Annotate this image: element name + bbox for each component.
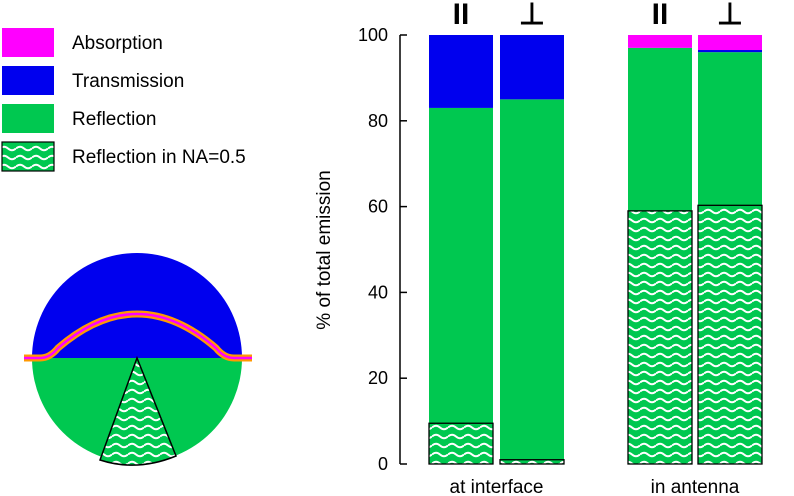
legend-swatch-reflection_na — [1, 141, 55, 172]
y-tick-label: 0 — [378, 454, 388, 474]
category-label: at interface — [450, 477, 544, 496]
antenna-outline-magenta — [24, 312, 252, 360]
bar-segment-reflection-na — [697, 204, 763, 465]
legend: Absorption Transmission Reflection Reflecti… — [1, 28, 246, 172]
polarization-label: II — [453, 0, 470, 31]
emission-schematic — [24, 253, 252, 466]
category-label: in antenna — [651, 477, 740, 496]
y-tick-label: 20 — [368, 368, 388, 388]
bar-segment-transmission — [500, 35, 564, 100]
legend-label-absorption: Absorption — [72, 33, 163, 54]
bar-segment-absorption — [628, 35, 692, 48]
legend-swatch-reflection — [2, 104, 54, 133]
bar-segment-absorption — [698, 35, 762, 51]
bar-segment-reflection — [628, 47, 692, 211]
legend-swatch-absorption — [2, 28, 54, 57]
y-tick-label: 80 — [368, 111, 388, 131]
stacked-bar-chart: 0 20 40 60 80 100 % of total emission II ⊥ at i… — [314, 0, 763, 496]
bar-segment-transmission — [429, 35, 493, 108]
y-tick-label: 60 — [368, 197, 388, 217]
bar-segment-reflection-na — [428, 422, 494, 465]
legend-label-reflection: Reflection — [72, 109, 157, 130]
legend-swatch-transmission — [2, 66, 54, 95]
bar-segment-transmission — [698, 50, 762, 53]
y-tick-label: 40 — [368, 282, 388, 302]
y-tick-label: 100 — [358, 25, 388, 45]
y-axis-title: % of total emission — [314, 170, 335, 329]
y-axis: 0 20 40 60 80 100 — [358, 25, 407, 474]
polarization-label: ⊥ — [717, 0, 743, 31]
legend-label-reflection_na: Reflection in NA=0.5 — [72, 147, 246, 168]
polarization-label: II — [652, 0, 669, 31]
bar-segment-reflection — [500, 99, 564, 460]
reflection-na-cone — [99, 355, 177, 466]
bars — [428, 35, 763, 465]
bar-segment-reflection — [698, 52, 762, 206]
bar-segment-reflection-na — [627, 210, 693, 465]
category-labels: II ⊥ at interface II ⊥ in antenna — [450, 0, 744, 496]
polarization-label: ⊥ — [519, 0, 545, 31]
bar-segment-reflection — [429, 107, 493, 424]
legend-label-transmission: Transmission — [72, 71, 184, 92]
bar-segment-reflection-na — [499, 459, 565, 465]
